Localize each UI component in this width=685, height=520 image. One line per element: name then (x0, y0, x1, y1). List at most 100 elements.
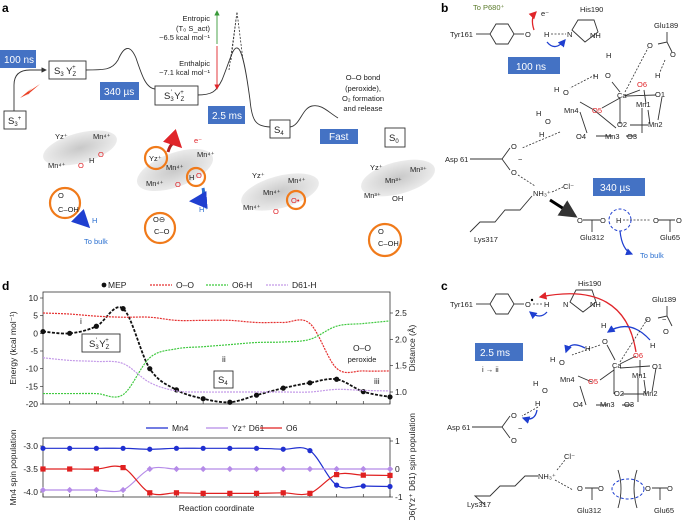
svg-text:N: N (563, 300, 568, 309)
svg-text:Mn⁴⁺: Mn⁴⁺ (166, 163, 184, 172)
svg-text:O1: O1 (655, 90, 665, 99)
to-p680-label: To P680⁺ (473, 3, 505, 12)
svg-text:Mn⁴⁺: Mn⁴⁺ (48, 161, 66, 170)
svg-text:H: H (89, 156, 94, 165)
state-box-s0 (384, 127, 406, 148)
y-right-tick-label: 2.0 (395, 334, 407, 344)
state-s3prime-yz: S3′ YZ+ (164, 90, 185, 103)
series-yz-d61-point (306, 465, 314, 473)
species-s3: Yz⁺ Mn⁴⁺ Mn⁴⁺ O H O O C–OH H To bulk (43, 130, 117, 246)
svg-text:O: O (663, 327, 669, 336)
svg-text:e⁻: e⁻ (541, 9, 549, 18)
svg-text:−: − (518, 424, 523, 433)
svg-text:Mn3: Mn3 (605, 132, 620, 141)
svg-text:Mn⁴⁺: Mn⁴⁺ (243, 203, 261, 212)
series-yz-d61-point (360, 465, 367, 473)
glu189-label-c: Glu189 (652, 295, 676, 304)
legend-label-series-o6-h: O6-H (232, 280, 252, 290)
series-mep-point (120, 306, 126, 312)
glu312-label-c: Glu312 (577, 506, 601, 515)
svg-text:Cl⁻: Cl⁻ (564, 452, 575, 461)
svg-text:−: − (662, 315, 667, 324)
series-o6-point (120, 465, 126, 471)
svg-text:O3: O3 (627, 132, 637, 141)
svg-text:(peroxide),: (peroxide), (345, 84, 381, 93)
y-right-tick-label: 2.5 (395, 308, 407, 318)
time-badge-340us (100, 82, 139, 100)
series-mep-point (387, 394, 393, 400)
time-fast: Fast (329, 132, 349, 143)
species-s4: Yz⁺ Mn⁴⁺ Mn⁴⁺ Mn⁴⁺ O O• (241, 171, 319, 216)
his190-label-c: His190 (578, 279, 601, 288)
svg-text:and release: and release (343, 104, 382, 113)
svg-text:Mn3: Mn3 (600, 400, 615, 409)
svg-text:Enthalpic: Enthalpic (179, 59, 210, 68)
series-mep-point (93, 323, 99, 329)
svg-text:H: H (92, 216, 97, 225)
legend-label-series-yz-d61: Yz⁺ D61 (232, 423, 265, 433)
svg-text:Mn2: Mn2 (648, 120, 663, 129)
svg-text:Mn4: Mn4 (560, 375, 575, 384)
series-o6-point (67, 466, 73, 472)
svg-text:O4: O4 (573, 400, 583, 409)
svg-text:H: H (554, 85, 559, 94)
y-tick-label: 5 (33, 311, 38, 321)
asp61-label: Asp 61 (445, 155, 468, 164)
y-tick-label: -3.0 (23, 441, 38, 451)
glu312-label: Glu312 (580, 233, 604, 242)
series-mep-point (200, 396, 206, 402)
series-mn4-point (253, 445, 260, 451)
svg-text:O: O (670, 50, 676, 59)
glu189-label: Glu189 (654, 21, 678, 30)
annotation-peroxide: peroxide (348, 355, 377, 364)
y-axis-label: Mn4 spin population (8, 429, 18, 505)
time-badge-2-5ms-c (475, 343, 523, 361)
y-tick-label: -4.0 (23, 487, 38, 497)
series-mn4-point (67, 445, 73, 451)
nh3-c: NH₃⁺ (538, 472, 556, 481)
svg-text:OH: OH (392, 194, 403, 203)
svg-text:H: H (544, 30, 549, 39)
svg-text:H: H (650, 341, 655, 350)
series-o6-point (147, 490, 153, 496)
svg-text:O: O (175, 180, 181, 189)
series-mep-point (253, 392, 260, 398)
series-yz-d61-point (280, 465, 287, 473)
svg-text:O⊖: O⊖ (153, 215, 165, 224)
chart-energy-distance: 10 5 0 -5 -10 -15 -20 2.5 2.0 1.5 1.0 Energy (kcal … (8, 280, 417, 409)
time-2-5ms-c: 2.5 ms (480, 348, 510, 359)
energy-curve-1 (84, 48, 156, 90)
y-tick-label: -5 (30, 346, 38, 356)
series-o6-point (360, 472, 366, 478)
panel-b: b To P680⁺ e⁻ Tyr161 O H N NH His190 Glu… (441, 1, 682, 260)
series-o6-point (280, 490, 286, 496)
svg-text:H: H (189, 173, 194, 182)
series-yz-d61-point (119, 486, 127, 494)
svg-text:O3: O3 (624, 400, 634, 409)
y-axis-label: Energy (kcal mol⁻¹) (8, 311, 18, 385)
svg-text:O: O (511, 142, 517, 151)
svg-text:C–O: C–O (154, 227, 170, 236)
svg-text:H: H (616, 216, 621, 225)
svg-text:O2: O2 (617, 120, 627, 129)
series-mep-point (334, 376, 340, 382)
annotation-s4: S4 (218, 375, 228, 387)
svg-text:O: O (511, 436, 517, 445)
series-o-o-line (42, 312, 391, 374)
svg-text:O: O (525, 30, 531, 39)
svg-text:Mn1: Mn1 (636, 100, 651, 109)
plot-frame (42, 291, 391, 405)
series-o6-point (253, 490, 260, 496)
series-o6-point (387, 472, 393, 479)
series-mn4-point (334, 482, 340, 488)
chart-annotations: i S3′ YZ+ ii S4 O–O peroxide iii (80, 316, 380, 389)
proton-transfer-arrow (549, 198, 578, 218)
state-box-s4 (269, 119, 291, 139)
svg-text:O: O (647, 41, 653, 50)
y-right-tick-label: -1 (395, 492, 403, 502)
svg-text:O: O (605, 71, 611, 80)
series-yz-d61-point (66, 486, 73, 494)
svg-text:Mn1: Mn1 (632, 371, 647, 380)
svg-text:Mn⁴⁺: Mn⁴⁺ (93, 132, 111, 141)
svg-text:Yz⁺: Yz⁺ (55, 132, 68, 141)
